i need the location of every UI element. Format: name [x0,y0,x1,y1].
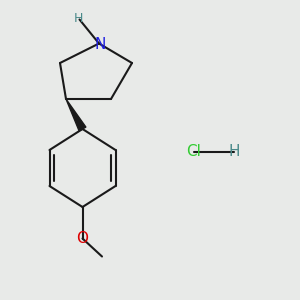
Text: O: O [76,231,88,246]
Text: H: H [228,144,240,159]
Text: H: H [73,11,83,25]
Text: N: N [95,37,106,52]
Text: Cl: Cl [186,144,201,159]
Polygon shape [66,99,86,131]
